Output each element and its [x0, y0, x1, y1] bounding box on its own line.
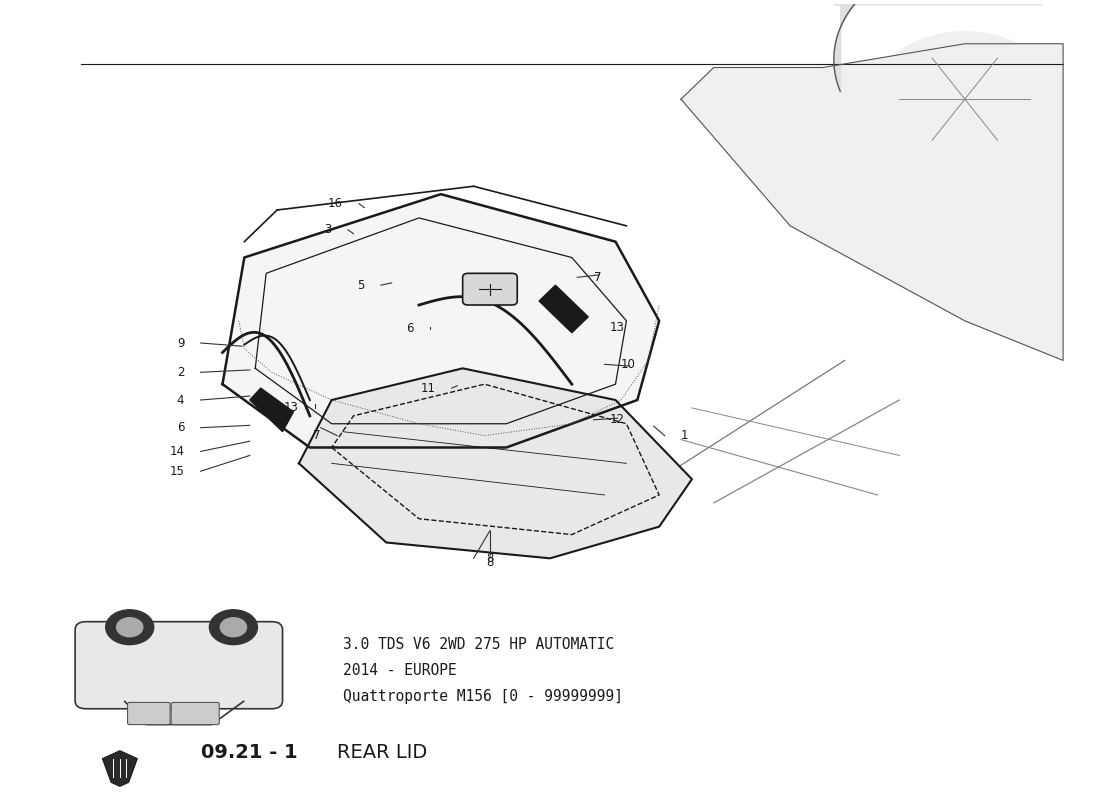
- Text: 1: 1: [681, 429, 689, 442]
- Text: Quattroporte M156 [0 - 99999999]: Quattroporte M156 [0 - 99999999]: [342, 690, 623, 704]
- FancyBboxPatch shape: [75, 622, 283, 709]
- Circle shape: [117, 618, 143, 637]
- Text: REAR LID: REAR LID: [337, 742, 428, 762]
- FancyBboxPatch shape: [172, 702, 219, 725]
- Text: 3: 3: [324, 223, 332, 236]
- Circle shape: [106, 610, 154, 645]
- Text: 2014 - EUROPE: 2014 - EUROPE: [342, 663, 456, 678]
- Text: 4: 4: [177, 394, 185, 406]
- Text: 12: 12: [610, 414, 625, 426]
- Polygon shape: [681, 44, 1063, 361]
- Text: 8: 8: [486, 552, 494, 565]
- Text: 6: 6: [177, 422, 185, 434]
- Text: 14: 14: [169, 445, 185, 458]
- Text: 09.21 - 1: 09.21 - 1: [200, 742, 297, 762]
- Text: 9: 9: [177, 337, 185, 350]
- Polygon shape: [222, 194, 659, 447]
- Polygon shape: [250, 388, 294, 432]
- Circle shape: [220, 618, 246, 637]
- FancyBboxPatch shape: [128, 702, 170, 725]
- Text: 15: 15: [169, 465, 185, 478]
- Polygon shape: [299, 368, 692, 558]
- Polygon shape: [102, 750, 138, 786]
- Text: 3.0 TDS V6 2WD 275 HP AUTOMATIC: 3.0 TDS V6 2WD 275 HP AUTOMATIC: [342, 637, 614, 652]
- Text: 6: 6: [406, 322, 414, 335]
- Text: 13: 13: [284, 402, 299, 414]
- Text: 16: 16: [328, 197, 342, 210]
- Circle shape: [209, 610, 257, 645]
- FancyBboxPatch shape: [463, 274, 517, 305]
- Text: 11: 11: [420, 382, 436, 394]
- Text: 2: 2: [177, 366, 185, 378]
- Text: 8: 8: [486, 556, 494, 569]
- Text: 13: 13: [610, 321, 625, 334]
- Circle shape: [872, 32, 1057, 166]
- Text: 7: 7: [314, 429, 321, 442]
- Text: 10: 10: [621, 358, 636, 371]
- Text: 7: 7: [594, 270, 602, 284]
- Polygon shape: [539, 286, 588, 333]
- Text: 5: 5: [358, 278, 364, 292]
